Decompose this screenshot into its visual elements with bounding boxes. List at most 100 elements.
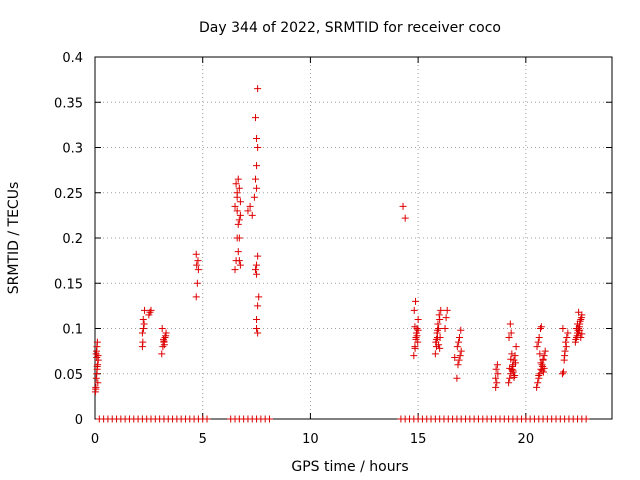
data-point <box>193 261 201 269</box>
y-tick-label: 0.25 <box>54 187 83 202</box>
data-point <box>233 207 241 215</box>
data-point <box>539 355 547 363</box>
data-point <box>138 329 146 337</box>
data-point <box>511 372 519 380</box>
data-point <box>510 373 518 381</box>
y-tick-label: 0.35 <box>54 96 83 111</box>
plot-frame <box>94 56 613 420</box>
data-point <box>536 370 544 378</box>
data-point <box>194 266 202 274</box>
data-point <box>561 347 569 355</box>
data-point <box>563 334 571 342</box>
data-point <box>457 347 465 355</box>
data-point <box>139 325 147 332</box>
data-point <box>410 352 418 360</box>
data-point <box>537 323 545 331</box>
data-point <box>508 350 516 358</box>
data-point <box>537 359 545 367</box>
y-axis-label: SRMTID / TECUs <box>6 182 22 295</box>
data-point <box>410 306 418 314</box>
data-point <box>232 180 240 188</box>
data-point <box>253 261 261 269</box>
data-point <box>265 415 273 423</box>
data-point <box>558 370 566 378</box>
data-point <box>540 364 548 372</box>
data-point <box>436 344 444 352</box>
data-point <box>541 347 549 355</box>
data-point <box>533 383 541 391</box>
data-point <box>253 315 261 323</box>
data-point <box>572 335 580 343</box>
data-point <box>234 220 242 228</box>
data-point <box>160 337 168 345</box>
data-point <box>505 379 513 387</box>
data-point <box>193 279 201 287</box>
data-point <box>411 323 419 331</box>
data-point <box>139 338 147 346</box>
data-point <box>254 144 262 151</box>
data-point <box>431 350 439 358</box>
data-point <box>236 261 244 269</box>
data-point <box>455 338 463 346</box>
data-point <box>140 320 148 328</box>
chart-title: Day 344 of 2022, SRMTID for receiver coc… <box>199 20 501 36</box>
data-point <box>443 306 451 314</box>
data-point <box>234 175 242 183</box>
data-point <box>435 311 443 319</box>
data-point <box>234 248 242 256</box>
data-point <box>250 193 258 201</box>
x-axis-label: GPS time / hours <box>291 459 408 475</box>
data-point <box>507 355 515 363</box>
data-point <box>251 114 259 122</box>
data-point <box>233 189 241 197</box>
data-point <box>509 366 517 374</box>
data-point <box>244 207 252 215</box>
data-point <box>231 266 239 274</box>
data-point <box>582 415 590 423</box>
data-point <box>401 214 409 222</box>
data-point <box>536 350 544 358</box>
data-point <box>235 257 243 265</box>
data-point <box>412 297 420 305</box>
data-point <box>437 306 445 314</box>
data-point <box>254 252 262 260</box>
data-point <box>494 370 502 378</box>
data-point <box>576 326 584 334</box>
data-point <box>536 325 544 332</box>
data-point <box>236 198 244 206</box>
data-point <box>577 334 585 342</box>
data-point <box>399 202 407 210</box>
data-point <box>93 338 101 346</box>
x-tick-label: 20 <box>518 432 535 447</box>
data-point <box>534 379 542 387</box>
data-point <box>248 211 256 219</box>
data-point <box>192 293 200 301</box>
data-point <box>414 326 422 334</box>
data-point <box>235 216 243 224</box>
data-point <box>577 315 585 323</box>
data-point <box>254 85 262 93</box>
data-point <box>92 385 100 393</box>
y-tick-label: 0.2 <box>62 232 83 247</box>
data-point <box>492 365 500 373</box>
data-point <box>254 329 262 337</box>
data-point <box>453 374 461 382</box>
data-point <box>453 343 461 351</box>
data-point <box>575 308 583 316</box>
x-tick-label: 0 <box>91 432 99 447</box>
data-point <box>411 344 419 352</box>
data-point <box>512 343 520 351</box>
data-point <box>414 315 422 323</box>
data-point <box>432 335 440 343</box>
data-point <box>434 326 442 334</box>
data-point <box>158 325 166 332</box>
data-point <box>253 270 261 278</box>
data-point <box>454 361 462 369</box>
data-point <box>435 341 443 349</box>
data-point <box>578 330 586 338</box>
data-point <box>456 352 464 360</box>
data-point <box>455 356 463 364</box>
axis-ticks <box>94 56 612 420</box>
data-point <box>511 359 519 367</box>
